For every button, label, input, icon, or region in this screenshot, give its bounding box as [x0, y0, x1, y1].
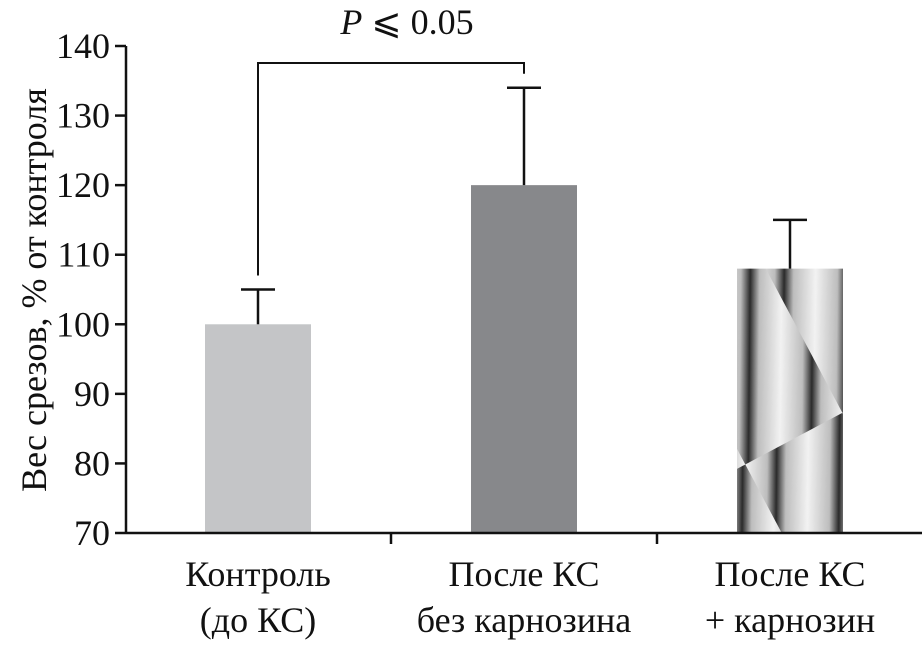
y-axis-title: Вес срезов, % от контроля [14, 88, 54, 492]
y-tick-label-70: 70 [74, 513, 110, 553]
x-category-label-1-line2: (до КС) [200, 600, 316, 640]
significance-p-symbol: P [339, 2, 362, 42]
x-category-label-2-line1: После КС [449, 554, 600, 594]
y-tick-label-140: 140 [56, 26, 110, 66]
bar-3 [737, 268, 843, 533]
y-tick-label-90: 90 [74, 374, 110, 414]
y-tick-label-120: 120 [56, 165, 110, 205]
significance-p-value: ⩽ 0.05 [362, 2, 473, 42]
y-tick-label-80: 80 [74, 443, 110, 483]
x-category-label-3-line1: После КС [715, 554, 866, 594]
x-category-label-2-line2: без карнозина [417, 600, 631, 640]
bar-1 [205, 324, 311, 533]
y-tick-label-100: 100 [56, 304, 110, 344]
bar-2 [471, 185, 577, 533]
y-tick-label-130: 130 [56, 96, 110, 136]
significance-label: P ⩽ 0.05 [339, 2, 473, 42]
y-tick-label-110: 110 [57, 235, 110, 275]
x-category-label-3-line2: + карнозин [705, 600, 875, 640]
significance-bracket [257, 62, 525, 276]
x-category-label-1-line1: Контроль [185, 554, 331, 594]
